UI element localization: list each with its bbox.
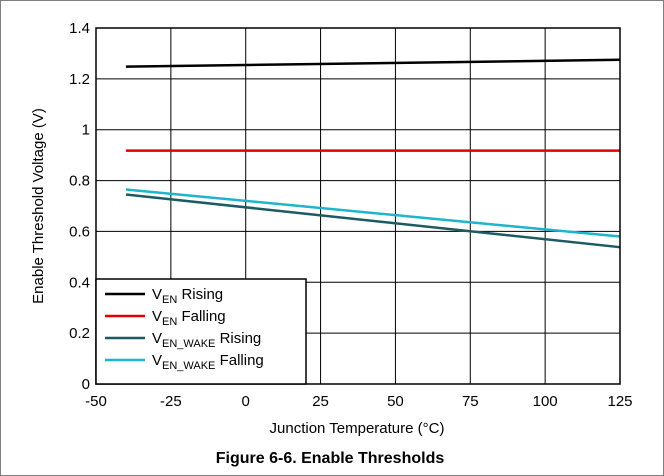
x-tick-label: 25 [312,393,329,410]
legend-entry: VEN_WAKE Rising [152,330,261,350]
y-tick-label: 0 [82,376,90,393]
series-line-3 [125,193,621,249]
y-tick-label: 1.4 [69,20,90,37]
x-axis-title: Junction Temperature (°C) [270,420,445,437]
x-tick-label: 0 [242,393,250,410]
y-tick-label: 0.6 [69,223,90,240]
series-layer [125,58,621,249]
legend-box [95,278,307,385]
x-tick-label: -50 [85,393,107,410]
figure-caption: Figure 6-6. Enable Thresholds [216,450,445,467]
legend-entry: VEN Falling [152,308,226,328]
series-line-4 [125,188,621,238]
y-tick-label: 1 [82,122,90,139]
y-tick-label: 0.2 [69,325,90,342]
x-tick-label: 125 [607,393,632,410]
x-tick-label: 50 [387,393,404,410]
legend-entry: VEN_WAKE Falling [152,352,264,372]
y-axis-title: Enable Threshold Voltage (V) [30,108,47,304]
x-tick-label: -25 [160,393,182,410]
y-tick-label: 0.4 [69,274,90,291]
y-tick-label: 1.2 [69,71,90,88]
series-line-1 [125,58,621,68]
axis-layer: -50 -25 0 25 50 75 100 125 0 0.2 0.4 0.6 0.8 1 1.2 1.4 [69,20,632,410]
legend-entry: VEN Rising [152,286,223,306]
plot-area-border [95,27,621,385]
text-layer: Junction Temperature (°C) Enable Thresho… [30,108,444,467]
y-tick-label: 0.8 [69,173,90,190]
x-tick-label: 75 [462,393,479,410]
x-tick-label: 100 [533,393,558,410]
